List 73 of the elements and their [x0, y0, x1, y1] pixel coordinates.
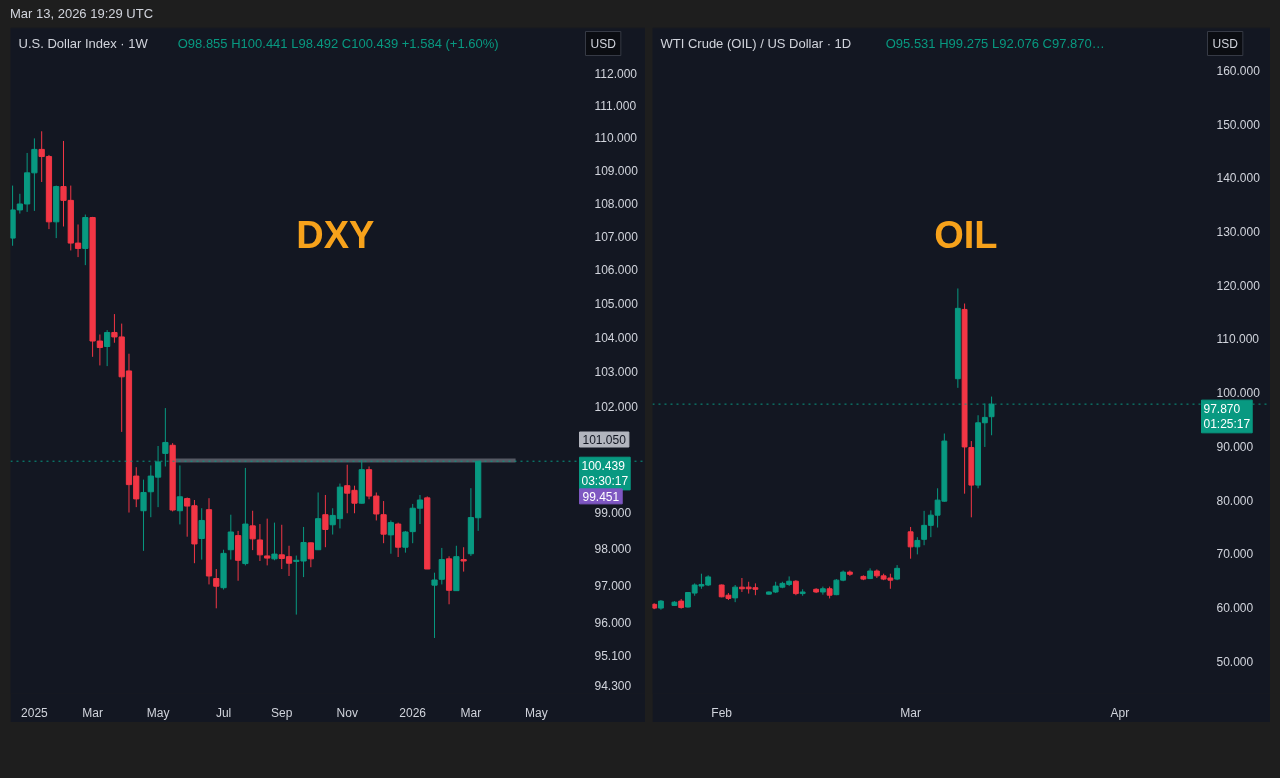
y-tick-label: 110.000 — [1216, 332, 1260, 347]
y-tick-label: 100.000 — [1216, 386, 1261, 401]
y-tick-label: 94.300 — [594, 679, 632, 694]
candlestick — [256, 523, 264, 562]
candlestick — [140, 479, 147, 552]
x-tick-label: Apr — [1110, 705, 1130, 720]
candlestick — [176, 464, 184, 525]
y-tick-label: 120.000 — [1216, 278, 1261, 293]
candlestick — [438, 547, 445, 585]
y-tick-label: 98.000 — [594, 542, 632, 557]
candlestick — [395, 522, 402, 558]
y-tick-label: 140.000 — [1216, 171, 1261, 186]
y-tick-label: 150.000 — [1216, 117, 1261, 132]
y-tick-label: 102.000 — [594, 399, 639, 414]
annotation: USD — [590, 36, 617, 51]
annotation: USD — [1212, 36, 1239, 51]
candlestick — [460, 546, 467, 573]
y-tick-label: 112.000 — [594, 67, 638, 82]
candlestick — [322, 494, 329, 548]
y-tick-label: 111.000 — [594, 99, 637, 114]
annotation: 99.451 — [582, 489, 620, 504]
x-tick-label: Feb — [711, 705, 733, 720]
y-tick-label: 160.000 — [1216, 63, 1261, 78]
candlestick — [307, 541, 314, 568]
candlestick — [271, 522, 278, 561]
candlestick — [249, 510, 256, 551]
ref-line-label: 100.439 03:30:17 — [581, 459, 629, 488]
y-tick-label: 96.000 — [594, 615, 632, 630]
candlestick — [213, 568, 220, 609]
y-tick-label: 103.000 — [594, 365, 639, 380]
candlestick — [387, 519, 394, 555]
y-tick-label: 80.000 — [1216, 493, 1254, 508]
x-tick-label: Jul — [215, 705, 232, 720]
y-tick-label: 105.000 — [594, 296, 639, 311]
annotation: DXY — [296, 213, 375, 256]
y-tick-label: 108.000 — [594, 196, 639, 211]
x-tick-label: Mar — [82, 705, 103, 720]
candlestick — [104, 329, 111, 367]
x-tick-label: May — [146, 705, 170, 720]
y-tick-label: 90.000 — [1216, 439, 1254, 454]
candlestick — [907, 526, 914, 560]
y-tick-label: 107.000 — [594, 229, 639, 244]
text: Mar 13, 2026 19:29 UTC — [10, 5, 154, 23]
y-tick-label: 130.000 — [1216, 225, 1261, 240]
text: WTI Crude (OIL) / US Dollar · 1D — [660, 36, 852, 51]
candlestick — [227, 514, 234, 561]
y-tick-label: 99.000 — [594, 506, 632, 521]
y-tick-label: 95.100 — [594, 649, 632, 664]
y-tick-label: 50.000 — [1216, 654, 1254, 669]
candlestick — [431, 572, 438, 639]
y-tick-label: 60.000 — [1216, 601, 1254, 616]
annotation: O95.531 H99.275 L92.076 C97.870… — [885, 36, 1105, 51]
annotation: OIL — [934, 213, 998, 256]
ref-line-label: 97.870 01:25:17 — [1203, 402, 1251, 431]
x-tick-label: Nov — [336, 705, 358, 720]
annotation: 101.050 — [582, 433, 627, 447]
candlestick — [380, 500, 387, 544]
text: U.S. Dollar Index · 1W — [18, 36, 149, 51]
x-tick-label: 2026 — [399, 705, 427, 720]
x-tick-label: Sep — [271, 705, 293, 720]
x-tick-label: 2025 — [21, 705, 49, 720]
y-tick-label: 97.000 — [594, 578, 632, 593]
x-tick-label: Mar — [460, 705, 482, 720]
x-tick-label: Mar — [900, 705, 921, 720]
y-tick-label: 110.000 — [594, 131, 638, 146]
y-tick-label: 70.000 — [1216, 547, 1254, 562]
y-tick-label: 109.000 — [594, 163, 639, 178]
annotation: O98.855 H100.441 L98.492 C100.439 +1.584 (+1.60%) — [177, 36, 499, 51]
candlestick — [264, 518, 271, 566]
x-tick-label: May — [525, 705, 548, 720]
candlestick — [198, 507, 205, 561]
y-tick-label: 104.000 — [594, 330, 639, 345]
y-tick-label: 106.000 — [594, 263, 639, 277]
